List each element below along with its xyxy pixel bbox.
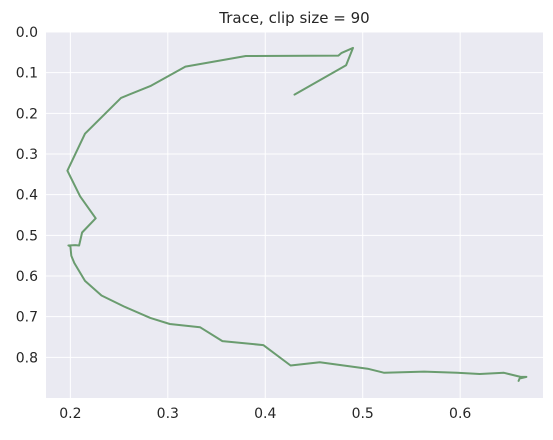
x-tick-label: 0.2 — [59, 406, 81, 422]
x-tick-label: 0.4 — [254, 406, 276, 422]
x-tick-label: 0.5 — [352, 406, 374, 422]
x-axis: 0.2 0.3 0.4 0.5 0.6 — [59, 406, 471, 422]
y-axis: 0.0 0.1 0.2 0.3 0.4 0.5 0.6 0.7 0.8 — [16, 25, 38, 366]
x-tick-label: 0.3 — [157, 406, 179, 422]
y-tick-label: 0.1 — [16, 66, 38, 82]
y-tick-label: 0.4 — [16, 188, 38, 204]
y-tick-label: 0.5 — [16, 228, 38, 244]
y-tick-label: 0.6 — [16, 269, 38, 285]
y-tick-label: 0.8 — [16, 350, 38, 366]
y-tick-label: 0.3 — [16, 147, 38, 163]
y-tick-label: 0.0 — [16, 25, 38, 41]
y-tick-label: 0.7 — [16, 310, 38, 326]
chart-title: Trace, clip size = 90 — [218, 9, 369, 27]
plot-area — [46, 32, 543, 398]
y-tick-label: 0.2 — [16, 106, 38, 122]
x-tick-label: 0.6 — [449, 406, 471, 422]
